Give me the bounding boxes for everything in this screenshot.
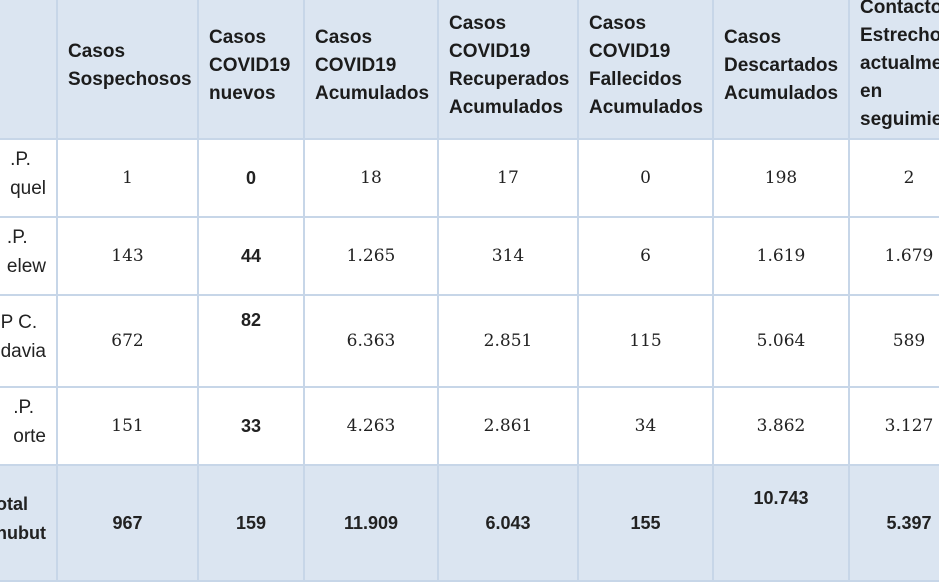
row-label-line: otal: [0, 493, 29, 514]
row-label-line: quel: [10, 177, 46, 199]
table-row: .P. elew 143 44 1.265 314 6 1.619 1.679: [0, 216, 939, 296]
header-casos-fallecidos: Casos COVID19 Fallecidos Acumulados: [577, 0, 714, 140]
header-line: nuevos: [209, 83, 276, 104]
table-cell: 672: [56, 294, 199, 388]
table-cell: 0: [577, 138, 714, 218]
table-cell: 198: [712, 138, 850, 218]
header-line: Acumulados: [589, 97, 704, 118]
table-cell: 82: [197, 294, 305, 388]
row-label-line: .P.: [10, 148, 31, 170]
header-cell-corner: [0, 0, 58, 140]
table-cell: 17: [437, 138, 579, 218]
header-line: COVID19: [315, 55, 397, 76]
row-label: P C. davia: [0, 294, 58, 388]
header-contactos-estrechos: Contacto Estrecho actualme en seguimie: [848, 0, 939, 140]
total-row-label: otal hubut: [0, 464, 58, 582]
header-line: Fallecidos: [589, 69, 682, 90]
row-label-line: .P.: [6, 226, 28, 248]
row-label: .P. orte: [0, 386, 58, 466]
header-line: Sospechosos: [68, 69, 192, 90]
header-line: Acumulados: [449, 97, 564, 118]
header-line: Casos: [68, 41, 126, 62]
header-line: Descartados: [724, 55, 839, 76]
table-cell: 589: [848, 294, 939, 388]
header-line: Recuperados: [449, 69, 570, 90]
table-cell: 6.363: [303, 294, 439, 388]
header-line: Casos: [209, 27, 267, 48]
total-cell: 155: [577, 464, 714, 582]
table-cell: 143: [56, 216, 199, 296]
header-line: Casos: [589, 13, 647, 34]
header-line: COVID19: [589, 41, 671, 62]
total-cell: 6.043: [437, 464, 579, 582]
table-cell: 115: [577, 294, 714, 388]
header-line: Casos: [449, 13, 507, 34]
table-row: .P. orte 151 33 4.263 2.861 34 3.862 3.1…: [0, 386, 939, 466]
table-cell: 3.127: [848, 386, 939, 466]
table-cell: 1.679: [848, 216, 939, 296]
row-label: .P. quel: [0, 138, 58, 218]
header-line: Estrecho: [860, 25, 939, 46]
total-cell: 11.909: [303, 464, 439, 582]
header-casos-descartados: Casos Descartados Acumulados: [712, 0, 850, 140]
table-cell: 2.851: [437, 294, 579, 388]
table-cell: 33: [197, 386, 305, 466]
total-row: otal hubut 967 159 11.909 6.043 155 10.7…: [0, 464, 939, 582]
table-cell: 34: [577, 386, 714, 466]
total-cell: 10.743: [712, 464, 850, 582]
row-label-line: davia: [0, 340, 46, 362]
table-cell: 1: [56, 138, 199, 218]
header-line: Contacto: [860, 0, 939, 18]
row-label-line: orte: [13, 425, 46, 447]
header-line: Acumulados: [315, 83, 430, 104]
table-cell: 44: [197, 216, 305, 296]
table-cell: 4.263: [303, 386, 439, 466]
header-casos-recuperados: Casos COVID19 Recuperados Acumulados: [437, 0, 579, 140]
row-label-line: .P.: [13, 396, 35, 418]
row-label: .P. elew: [0, 216, 58, 296]
table-cell: 0: [197, 138, 305, 218]
header-line: en: [860, 81, 883, 102]
table-cell: 151: [56, 386, 199, 466]
table-cell: 6: [577, 216, 714, 296]
header-casos-acumulados: Casos COVID19 Acumulados: [303, 0, 439, 140]
total-cell: 967: [56, 464, 199, 582]
header-line: COVID19: [449, 41, 531, 62]
header-row: Casos Sospechosos Casos COVID19 nuevos C…: [0, 0, 939, 140]
header-line: COVID19: [209, 55, 291, 76]
table-cell: 18: [303, 138, 439, 218]
table-cell: 1.619: [712, 216, 850, 296]
table-cell: 1.265: [303, 216, 439, 296]
header-line: actualme: [860, 53, 939, 74]
header-line: Casos: [724, 27, 782, 48]
header-casos-nuevos: Casos COVID19 nuevos: [197, 0, 305, 140]
total-cell: 159: [197, 464, 305, 582]
table-row: P C. davia 672 82 6.363 2.851 115 5.064 …: [0, 294, 939, 388]
header-casos-sospechosos: Casos Sospechosos: [56, 0, 199, 140]
table-cell: 3.862: [712, 386, 850, 466]
header-line: seguimie: [860, 109, 939, 130]
table-cell: 5.064: [712, 294, 850, 388]
table-cell: 2: [848, 138, 939, 218]
row-label-line: P C.: [0, 311, 38, 333]
table-cell: 2.861: [437, 386, 579, 466]
header-line: Acumulados: [724, 83, 839, 104]
total-cell: 5.397: [848, 464, 939, 582]
table-cell: 314: [437, 216, 579, 296]
row-label-line: elew: [6, 255, 46, 277]
table-row: .P. quel 1 0 18 17 0 198 2: [0, 138, 939, 218]
header-line: Casos: [315, 27, 373, 48]
